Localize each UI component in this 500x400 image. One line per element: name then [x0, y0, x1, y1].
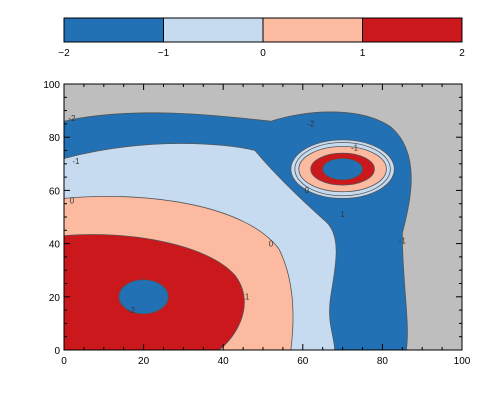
contour-label: 1 — [245, 292, 250, 301]
contour-fills — [64, 111, 412, 350]
contour-ring — [322, 158, 363, 181]
contour-label: 0 — [269, 239, 274, 248]
colorbar-tick-label: 0 — [260, 48, 266, 59]
x-tick-label: 80 — [377, 356, 389, 367]
contour-label: 1 — [340, 210, 345, 219]
colorbar-tick-label: −1 — [158, 48, 170, 59]
colorbar-band — [63, 17, 164, 43]
contour-label: -2 — [68, 114, 76, 123]
y-tick-label: 60 — [49, 186, 61, 197]
colorbar-band — [163, 17, 264, 43]
colorbar-band — [262, 17, 363, 43]
x-tick-label: 0 — [61, 356, 67, 367]
colorbar-band — [362, 17, 463, 43]
y-tick-label: 0 — [54, 346, 60, 357]
contour-labels: -2 -1 0 0 1 -2 -1 0 1 -1 -2 — [68, 114, 406, 315]
y-tick-label: 80 — [49, 133, 61, 144]
contour-label: 0 — [305, 186, 310, 195]
plot-area — [64, 84, 462, 350]
x-tick-label: 60 — [297, 356, 309, 367]
contour-label: -2 — [307, 120, 315, 129]
x-tick-label: 100 — [454, 356, 471, 367]
x-tick-label: 40 — [218, 356, 230, 367]
contour-label: -2 — [128, 306, 136, 315]
contour-label: -1 — [351, 144, 359, 153]
colorbar-tick-label: 1 — [360, 48, 366, 59]
contour-label: -1 — [399, 237, 407, 246]
colorbar-ticks: −2 −1 0 1 2 — [58, 48, 465, 59]
colorbar — [63, 17, 463, 43]
y-tick-label: 100 — [43, 80, 60, 91]
contour-label: 0 — [70, 197, 75, 206]
x-tick-label: 20 — [138, 356, 150, 367]
colorbar-tick-label: −2 — [58, 48, 70, 59]
contour-dip — [118, 279, 169, 315]
colorbar-tick-label: 2 — [459, 48, 465, 59]
y-tick-label: 40 — [49, 240, 61, 251]
y-tick-label: 20 — [49, 293, 61, 304]
contour-label: -1 — [72, 157, 80, 166]
